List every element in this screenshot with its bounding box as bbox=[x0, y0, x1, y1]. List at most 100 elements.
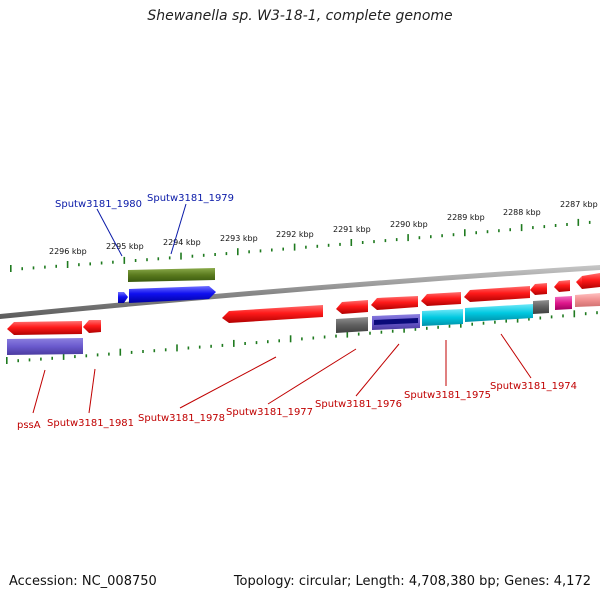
tick-mark bbox=[237, 248, 239, 256]
gene-label-sputw3181-1981[interactable]: Sputw3181_1981 bbox=[47, 418, 134, 429]
gene-feature[interactable] bbox=[464, 286, 530, 302]
tick-mark bbox=[146, 258, 148, 262]
gene-label-sputw3181-1974[interactable]: Sputw3181_1974 bbox=[490, 381, 577, 392]
gene-feature[interactable] bbox=[83, 320, 101, 333]
topology-value: circular bbox=[298, 574, 347, 589]
tick-mark bbox=[554, 224, 557, 227]
gene-feature-sputw3181-1981[interactable] bbox=[7, 338, 83, 355]
accession-label: Accession: bbox=[9, 574, 78, 589]
gene-feature[interactable] bbox=[421, 292, 461, 306]
gene-label-pssA[interactable]: pssA bbox=[17, 420, 41, 431]
tick-mark bbox=[391, 329, 394, 333]
gene-feature-sputw3181-1979[interactable] bbox=[128, 268, 215, 282]
reverse-strand-features bbox=[7, 280, 600, 355]
tick-mark bbox=[244, 342, 246, 345]
gene-feature[interactable] bbox=[554, 280, 570, 292]
tick-mark bbox=[164, 348, 167, 352]
tick-mark bbox=[293, 243, 296, 251]
tick-mark bbox=[475, 231, 477, 235]
tick-mark bbox=[119, 348, 122, 356]
leader-line bbox=[355, 343, 400, 397]
gene-feature[interactable] bbox=[575, 293, 600, 307]
tick-mark bbox=[221, 343, 224, 347]
tick-mark bbox=[168, 256, 171, 260]
gene-feature-sputw3181-1975[interactable] bbox=[422, 309, 463, 326]
gene-feature[interactable] bbox=[582, 273, 600, 289]
tick-mark bbox=[153, 349, 156, 353]
tick-mark bbox=[584, 312, 587, 316]
tick-mark bbox=[233, 339, 235, 347]
topology-label: Topology: bbox=[233, 574, 295, 589]
leader-line bbox=[96, 208, 123, 257]
tick-mark bbox=[142, 350, 144, 353]
tick-mark bbox=[271, 248, 273, 252]
gene-label-sputw3181-1976[interactable]: Sputw3181_1976 bbox=[315, 399, 402, 410]
gene-feature[interactable] bbox=[374, 318, 418, 325]
tick-mark bbox=[40, 357, 42, 361]
gene-feature[interactable] bbox=[533, 300, 549, 314]
scale-label: 2289 kbp bbox=[447, 213, 485, 222]
tick-mark bbox=[539, 316, 542, 320]
tick-mark bbox=[403, 325, 405, 333]
gene-feature[interactable] bbox=[530, 283, 547, 295]
gene-feature[interactable] bbox=[371, 296, 418, 310]
tick-mark bbox=[85, 354, 88, 358]
tick-mark bbox=[596, 311, 598, 315]
tick-mark bbox=[21, 267, 23, 271]
tick-mark bbox=[176, 344, 178, 352]
scale-label: 2291 kbp bbox=[333, 225, 371, 234]
label-leader-lines bbox=[32, 203, 532, 414]
tick-mark bbox=[335, 334, 337, 338]
gene-feature-sputw3181-1974[interactable] bbox=[465, 304, 533, 322]
tick-mark bbox=[509, 228, 511, 232]
tick-mark bbox=[532, 226, 534, 230]
tick-mark bbox=[357, 332, 360, 336]
tick-mark bbox=[112, 260, 114, 264]
gene-feature[interactable] bbox=[336, 300, 368, 314]
gene-label-sputw3181-1978[interactable]: Sputw3181_1978 bbox=[138, 413, 225, 424]
gene-label-sputw3181-1975[interactable]: Sputw3181_1975 bbox=[404, 390, 491, 401]
scale-label: 2294 kbp bbox=[163, 238, 201, 247]
genome-stats: Topology: circular; Length: 4,708,380 bp… bbox=[233, 574, 591, 589]
tick-mark bbox=[214, 253, 216, 256]
tick-mark bbox=[516, 315, 519, 323]
tick-mark bbox=[437, 325, 439, 329]
gene-feature[interactable] bbox=[576, 276, 582, 289]
leader-line bbox=[32, 369, 46, 414]
tick-mark bbox=[55, 264, 57, 268]
tick-mark bbox=[123, 256, 126, 264]
tick-mark bbox=[130, 350, 133, 354]
gene-feature-pssA[interactable] bbox=[7, 321, 82, 335]
tick-mark bbox=[471, 322, 473, 326]
tick-mark bbox=[255, 341, 258, 345]
gene-feature-sputw3181-1978[interactable] bbox=[222, 305, 323, 323]
tick-mark bbox=[316, 244, 319, 248]
tick-mark bbox=[528, 317, 530, 321]
gene-label-sputw3181-1979[interactable]: Sputw3181_1979 bbox=[147, 193, 234, 204]
gene-label-sputw3181-1977[interactable]: Sputw3181_1977 bbox=[226, 407, 313, 418]
tick-mark bbox=[282, 247, 284, 251]
tick-mark bbox=[369, 331, 371, 335]
tick-mark bbox=[198, 345, 201, 349]
tick-mark bbox=[10, 265, 12, 272]
tick-mark bbox=[267, 340, 269, 344]
tick-mark bbox=[550, 315, 553, 319]
leader-line bbox=[170, 203, 187, 255]
gene-feature-sputw3181-1977[interactable] bbox=[336, 317, 368, 333]
tick-mark bbox=[78, 263, 80, 267]
tick-mark bbox=[395, 238, 398, 242]
tick-mark bbox=[89, 262, 91, 266]
tick-mark bbox=[562, 314, 564, 318]
tick-mark bbox=[464, 229, 466, 237]
gene-labels: Sputw3181_1980 Sputw3181_1979 pssA Sputw… bbox=[17, 193, 577, 431]
scale-ticks-top bbox=[10, 218, 591, 272]
scale-label: 2288 kbp bbox=[503, 208, 541, 217]
tick-mark bbox=[305, 245, 307, 249]
gene-feature-sputw3181-1980[interactable] bbox=[118, 292, 128, 303]
tick-mark bbox=[62, 352, 65, 360]
gene-feature[interactable] bbox=[555, 296, 572, 310]
genes-value: 4,172 bbox=[553, 574, 591, 589]
gene-feature[interactable] bbox=[129, 286, 216, 303]
gene-label-sputw3181-1980[interactable]: Sputw3181_1980 bbox=[55, 199, 142, 210]
